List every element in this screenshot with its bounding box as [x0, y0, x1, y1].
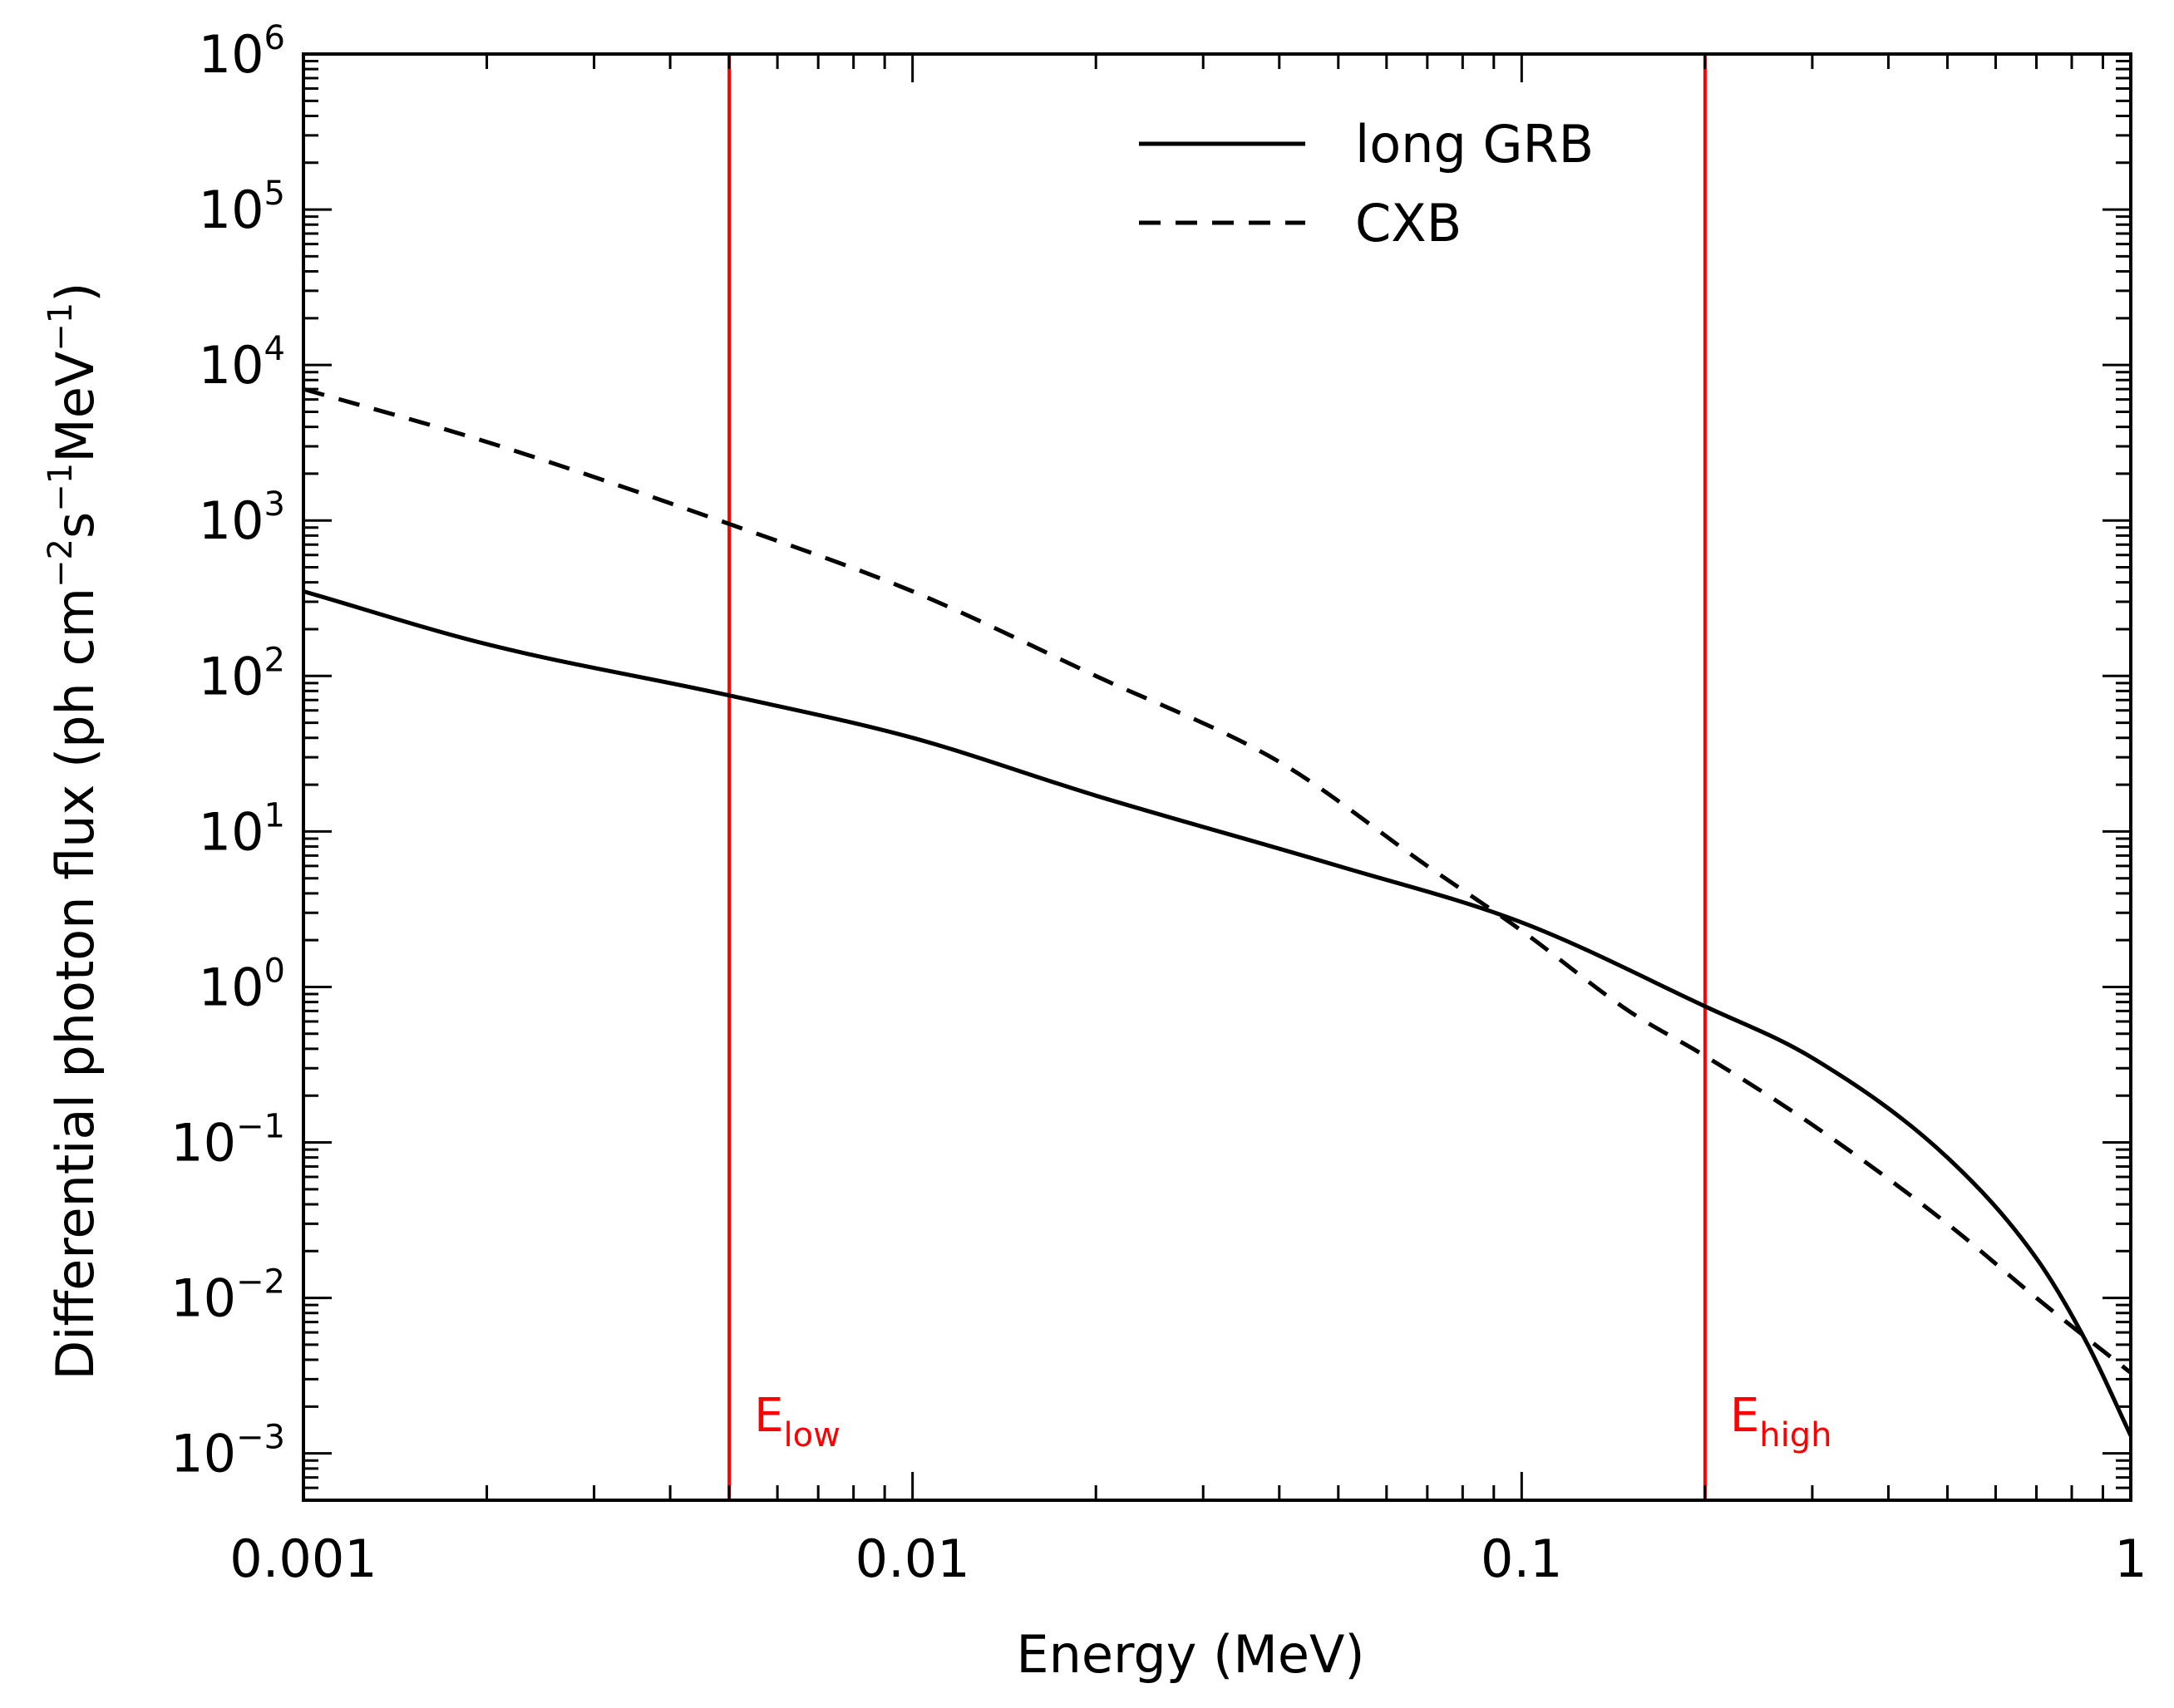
series-line-cxb: [303, 386, 2132, 1375]
legend: long GRB CXB: [1139, 114, 1594, 253]
y-axis-title-prefix: Differential photon flux (ph cm: [45, 588, 106, 1380]
legend-label-cxb: CXB: [1355, 193, 1462, 253]
y-tick-label: 105: [199, 175, 285, 240]
y-tick-exponent: 6: [264, 19, 285, 57]
y-tick-exponent: −2: [236, 1263, 285, 1302]
series-layer: [303, 386, 2133, 1437]
marker-label-subscript: low: [784, 1416, 841, 1455]
x-tick-label: 0.01: [855, 1528, 970, 1589]
y-tick-exponent: 5: [264, 175, 285, 213]
x-tick-label: 1: [2114, 1528, 2147, 1589]
y-tick-label: 106: [199, 19, 285, 85]
y-tick-label: 103: [199, 485, 285, 551]
y-tick-exponent: −1: [236, 1108, 285, 1146]
y-tick-label: 10−2: [170, 1263, 285, 1329]
y-tick-exponent: 2: [264, 641, 285, 679]
y-tick-base: 10: [199, 180, 264, 240]
y-tick-label: 10−1: [170, 1108, 285, 1174]
y-tick-label: 104: [199, 330, 285, 396]
y-tick-base: 10: [170, 1268, 236, 1329]
legend-label-long-grb: long GRB: [1355, 114, 1594, 175]
y-axis-title-mid-1: s: [45, 512, 106, 539]
y-tick-exponent: 0: [264, 952, 285, 990]
y-axis-title: Differential photon flux (ph cm−2s−1MeV−…: [42, 283, 106, 1381]
y-tick-exponent: 1: [264, 796, 285, 834]
y-axis-title-mid-2: MeV: [45, 352, 106, 463]
y-tick-base: 10: [199, 335, 264, 396]
axis-ticks: 0.001 0.01 0.1 110−310−210−1100101102103104…: [170, 19, 2147, 1589]
y-tick-label: 101: [199, 796, 285, 862]
y-tick-label: 10−3: [170, 1419, 285, 1484]
x-axis-title: Energy (MeV): [1016, 1624, 1364, 1685]
marker-label-base: E: [754, 1389, 783, 1443]
y-tick-label: 102: [199, 641, 285, 706]
y-tick-base: 10: [170, 1424, 236, 1484]
plot-frame: [302, 52, 2132, 1502]
marker-label-base: E: [1730, 1389, 1759, 1443]
energy-marker-layer: Elow Ehigh: [727, 54, 1832, 1500]
y-tick-base: 10: [199, 24, 264, 85]
y-tick-base: 10: [199, 957, 264, 1017]
y-tick-label: 100: [199, 952, 285, 1017]
y-axis-title-exp-2: −1: [42, 463, 80, 512]
y-tick-exponent: −3: [236, 1419, 285, 1457]
y-tick-base: 10: [199, 646, 264, 706]
x-tick-label: 0.001: [229, 1528, 377, 1589]
x-tick-label: 0.1: [1481, 1528, 1563, 1589]
marker-label-subscript: high: [1759, 1416, 1831, 1455]
y-tick-base: 10: [199, 490, 264, 551]
y-tick-base: 10: [199, 801, 264, 862]
y-tick-exponent: 4: [264, 330, 285, 368]
y-axis-title-exp-1: −2: [42, 539, 80, 588]
marker-label-e-low: Elow: [754, 1389, 841, 1455]
y-tick-exponent: 3: [264, 485, 285, 524]
series-line-long-grb: [303, 589, 2133, 1437]
y-tick-base: 10: [170, 1113, 236, 1174]
y-axis-title-suffix: ): [45, 283, 106, 303]
y-axis-title-exp-3: −1: [42, 303, 80, 352]
marker-label-e-high: Ehigh: [1730, 1389, 1832, 1455]
